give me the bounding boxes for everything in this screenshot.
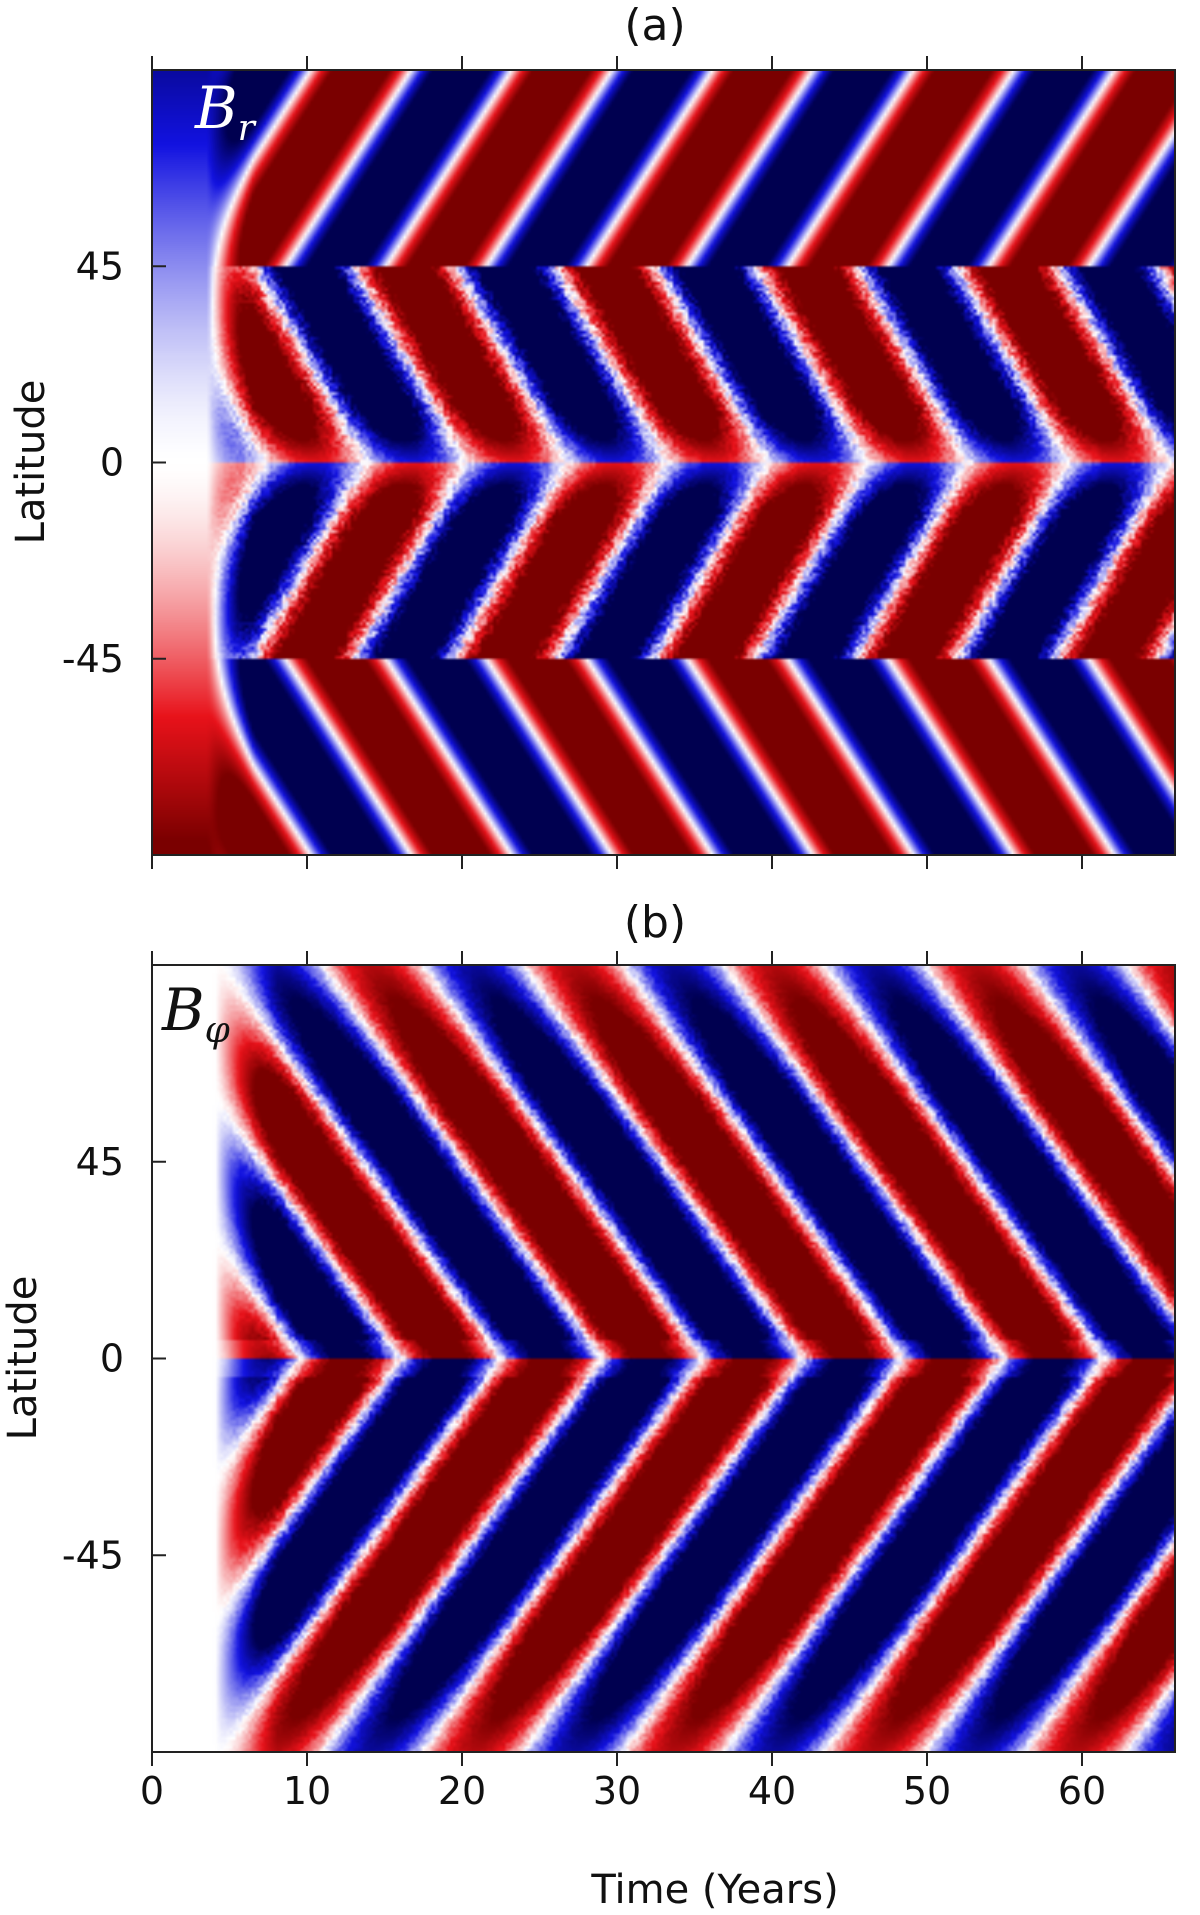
panel-b-heatmap [152,965,1175,1752]
panel-b: (b) 0 10 20 30 40 50 60 45 0 -45 Bφ Latitude Time… [0,897,1176,1913]
panel-b-x-tick-label: 40 [748,1769,796,1813]
panel-a-ylabel: Latitude [8,380,54,545]
panel-b-x-tick-label: 10 [283,1769,331,1813]
panel-b-x-tick-label: 60 [1058,1769,1106,1813]
panel-a: (a) 45 0 -45 Br Latitude [8,0,1176,869]
panel-a-y-tick-label: 0 [100,441,124,485]
panel-a-variable-label: Br [194,74,257,149]
panel-b-y-tick-label: 45 [76,1140,124,1184]
panel-a-heatmap-image [152,70,1175,855]
panel-b-xlabel: Time (Years) [590,1867,838,1913]
panel-b-x-tick-label: 20 [438,1769,486,1813]
panel-a-title: (a) [624,0,685,51]
panel-b-x-tick-label: 0 [140,1769,164,1813]
panel-b-title: (b) [624,897,686,948]
panel-a-heatmap [152,70,1175,855]
panel-a-y-tick-label: -45 [62,637,124,681]
panel-b-x-tick-label: 30 [593,1769,641,1813]
panel-b-y-tick-label: -45 [62,1533,124,1577]
panel-a-ticks: 45 0 -45 [62,56,1083,869]
panel-b-y-tick-label: 0 [100,1337,124,1381]
panel-b-variable-label: Bφ [161,976,231,1051]
panel-b-heatmap-image [152,965,1175,1752]
panel-b-ylabel: Latitude [0,1276,46,1441]
panel-b-ticks: 0 10 20 30 40 50 60 45 0 -45 [62,951,1106,1813]
panel-a-y-tick-label: 45 [76,244,124,288]
panel-b-x-tick-label: 50 [903,1769,951,1813]
